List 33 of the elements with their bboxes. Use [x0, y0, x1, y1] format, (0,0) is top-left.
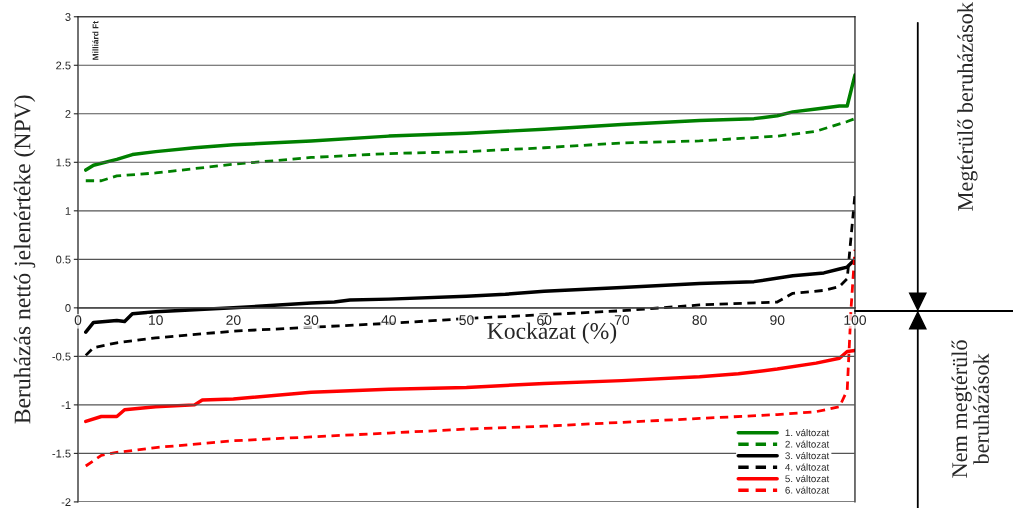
legend-label: 4. változat	[785, 463, 830, 471]
legend-label: 2. változat	[785, 440, 830, 448]
y-tick-label: 3	[65, 13, 71, 21]
x-tick-label: 90	[770, 315, 785, 325]
annotation: Milliárd Ft	[92, 21, 99, 60]
y-tick-label: -1	[61, 401, 71, 409]
y-tick-label: 1.5	[56, 158, 71, 167]
y-tick-label: 0	[65, 304, 71, 312]
line-series	[84, 117, 855, 183]
y-tick-label: 1	[65, 207, 71, 215]
x-tick-label: 0	[74, 315, 82, 325]
x-tick-label: 40	[381, 315, 396, 325]
y-tick-label: 0.5	[56, 255, 71, 264]
x-tick-label: 70	[614, 315, 630, 325]
y-tick-label: 2	[65, 110, 71, 118]
legend-label: 5. változat	[785, 474, 830, 483]
x-tick-label: 50	[459, 315, 474, 325]
y-axis-title: Beruházás nettó jelenértéke (NPV)	[13, 95, 36, 424]
y-tick-label: -2	[61, 498, 71, 506]
y-tick-label: -0.5	[52, 352, 71, 361]
x-tick-label: 100	[844, 315, 867, 325]
legend-label: 1. változat	[785, 428, 830, 437]
legend-label: 3. változat	[785, 451, 830, 460]
text: Nem megtérülő beruházások	[951, 340, 989, 478]
y-tick-label: -1.5	[52, 449, 71, 458]
legend-label: 6. változat	[785, 486, 830, 494]
y-tick-label: 2.5	[56, 61, 71, 70]
x-tick-label: 30	[303, 315, 319, 325]
line-series	[84, 73, 855, 172]
x-tick-label: 10	[149, 315, 163, 325]
text: Megtérülő beruházások	[957, 2, 978, 211]
x-tick-label: 80	[692, 315, 707, 325]
x-tick-label: 20	[226, 315, 241, 325]
